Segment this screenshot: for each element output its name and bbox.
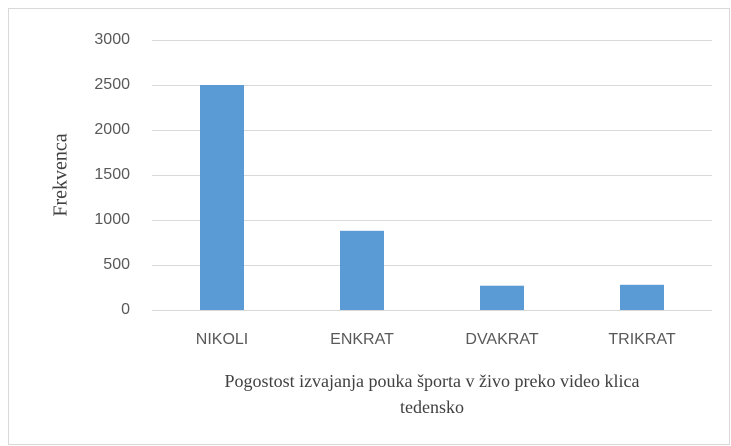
bar	[200, 85, 244, 310]
chart-border	[8, 8, 730, 445]
x-tick-label: DVAKRAT	[465, 331, 538, 348]
y-tick-label: 1000	[94, 211, 130, 228]
x-axis-title: Pogostost izvajanja pouka športa v živo …	[224, 371, 640, 417]
y-tick-label: 3000	[94, 31, 130, 48]
x-tick-label: ENKRAT	[330, 331, 394, 348]
x-axis-title-box: Pogostost izvajanja pouka športa v živo …	[152, 368, 712, 420]
x-tick-label: TRIKRAT	[608, 331, 675, 348]
y-tick-label: 2500	[94, 76, 130, 93]
y-axis-title: Frekvenca	[50, 133, 72, 216]
y-tick-label: 500	[103, 256, 130, 273]
bar	[480, 285, 524, 310]
x-tick-label: NIKOLI	[196, 331, 248, 348]
y-tick-label: 0	[121, 301, 130, 318]
bar	[340, 230, 384, 310]
y-tick-label: 2000	[94, 121, 130, 138]
bar	[620, 284, 664, 310]
y-tick-label: 1500	[94, 166, 130, 183]
